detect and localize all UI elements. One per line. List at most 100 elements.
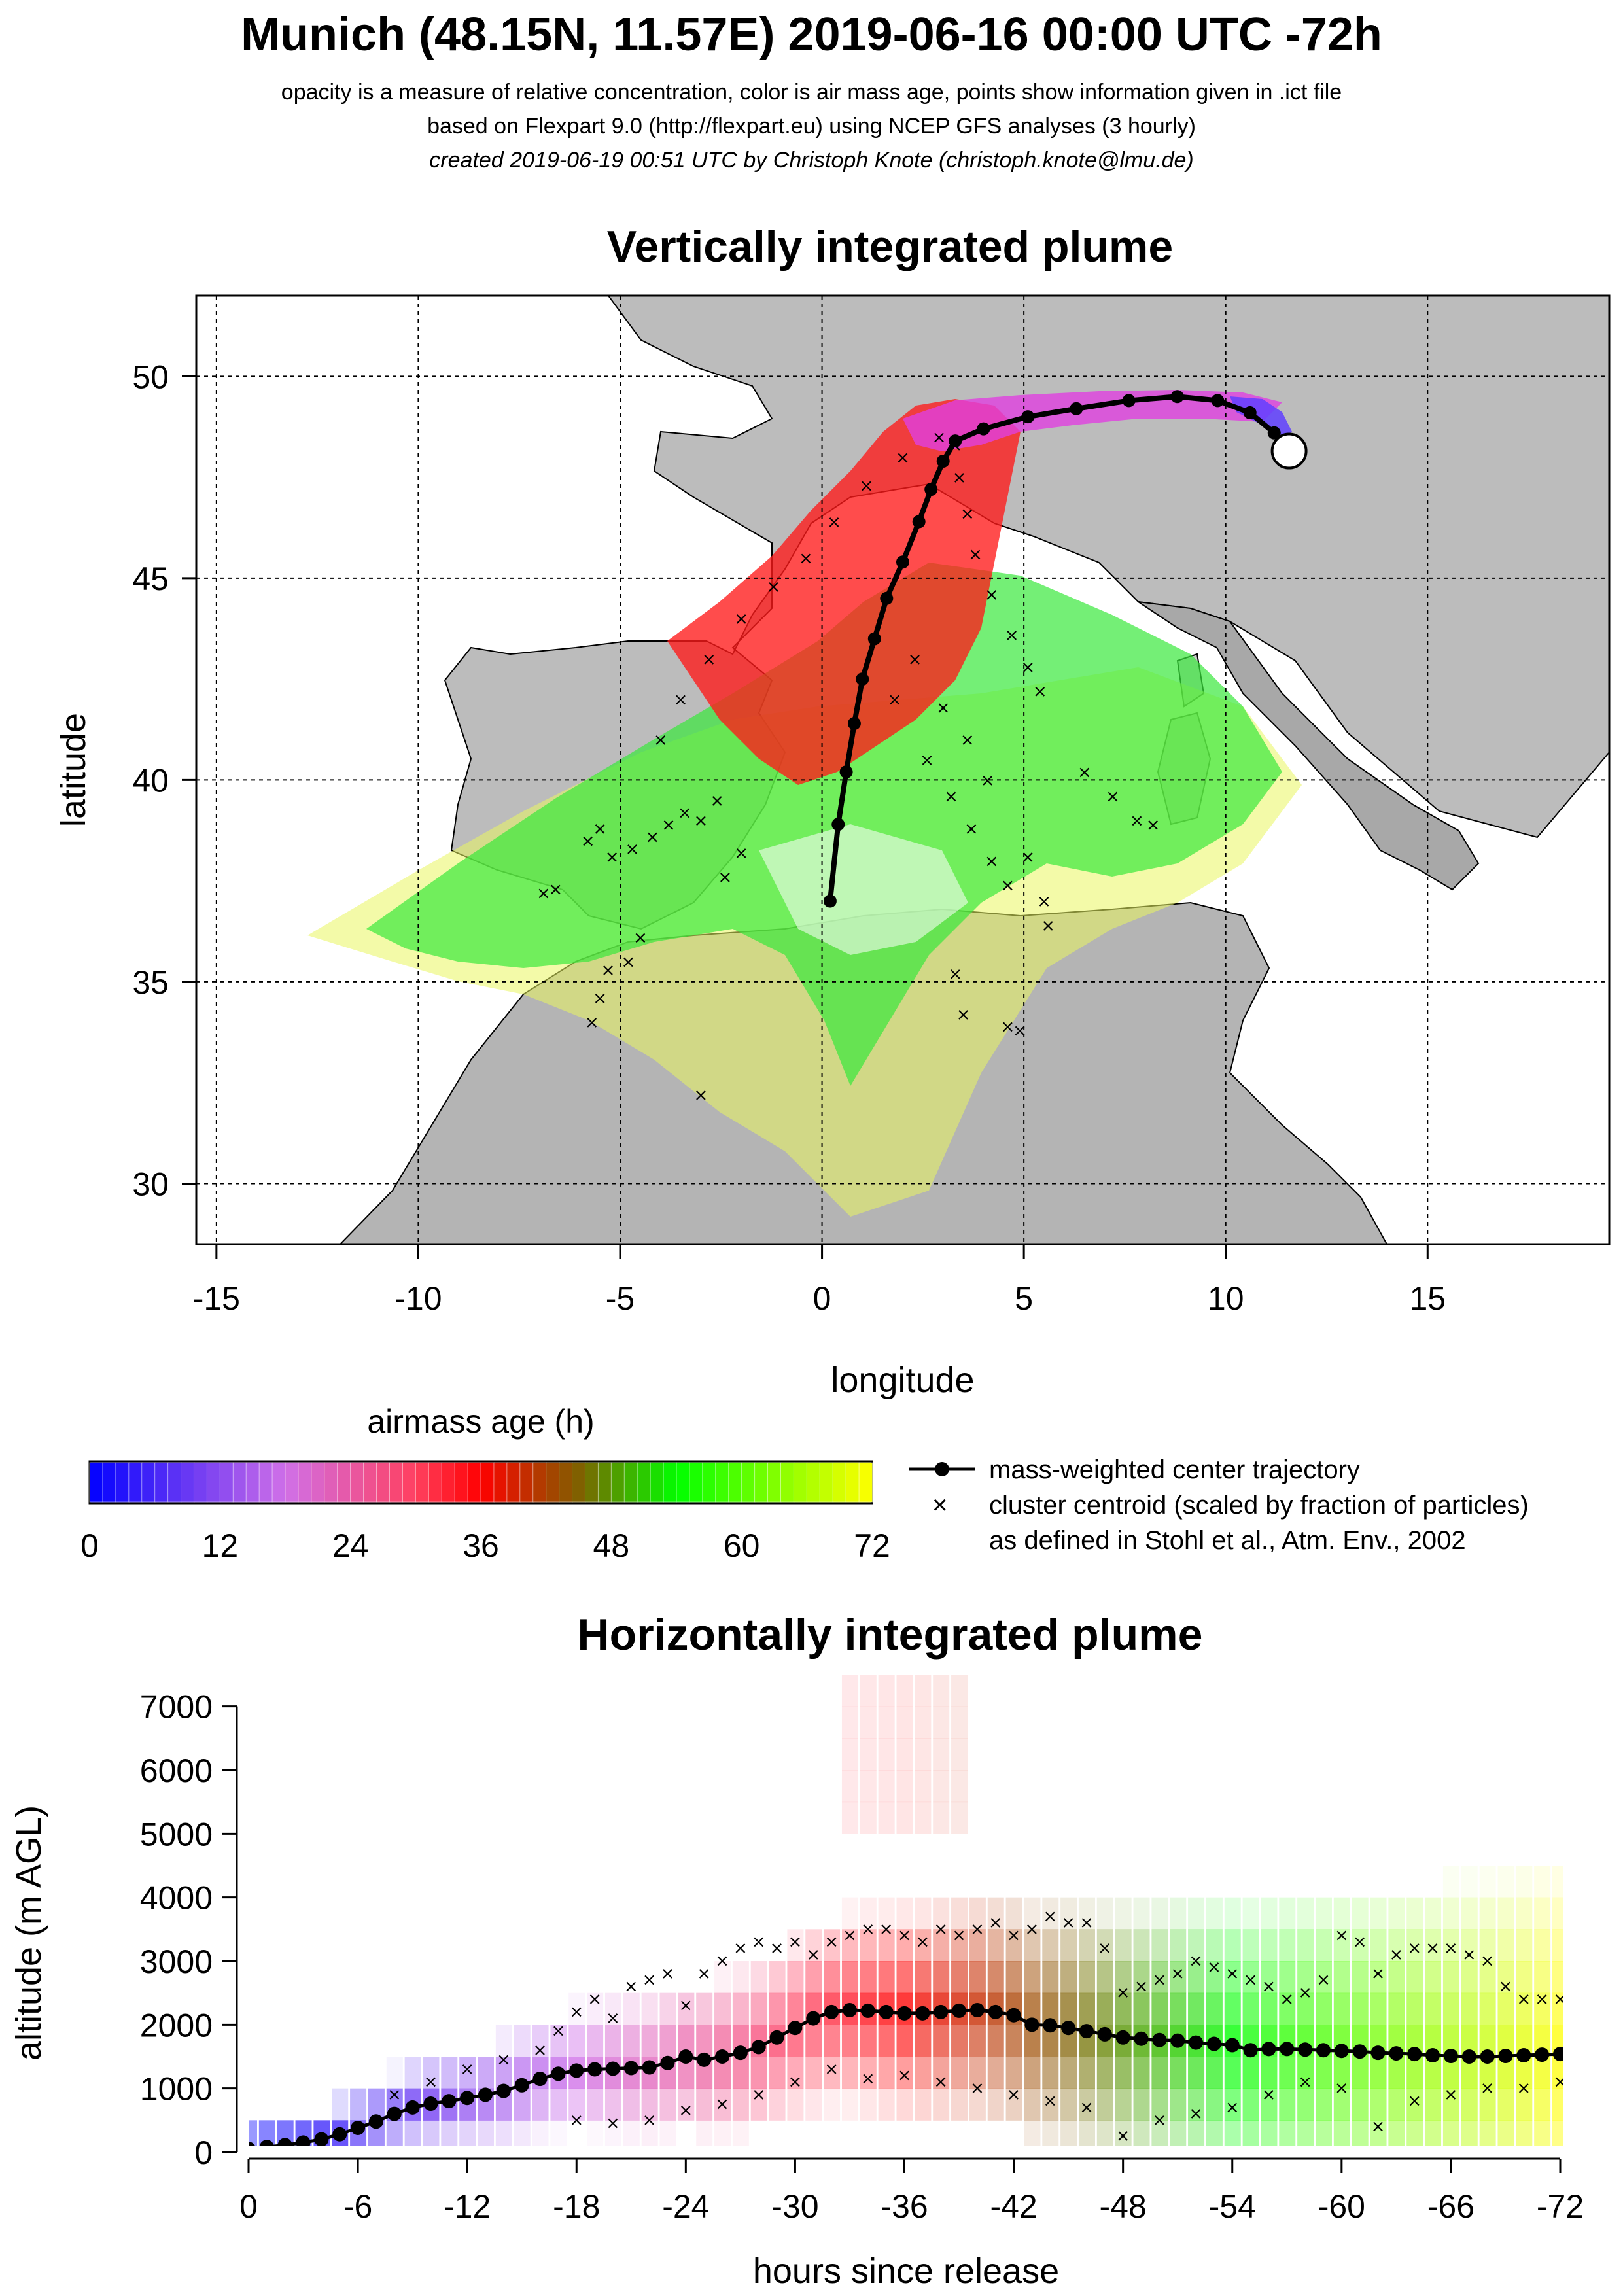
map-centroid-cross: ×	[960, 504, 975, 524]
altitude-cell	[732, 1992, 749, 2025]
altitude-cell	[1188, 1929, 1205, 1962]
altitude-cell	[1242, 1992, 1259, 2025]
altitude-cell	[1188, 2057, 1205, 2089]
altitude-trajectory-point	[1189, 2035, 1204, 2050]
altitude-cell	[841, 1897, 858, 1930]
altitude-x-tick-label: -36	[881, 2188, 928, 2225]
altitude-cell	[915, 1770, 932, 1803]
altitude-cell	[933, 2088, 950, 2121]
altitude-centroid-cross: ×	[1425, 1939, 1440, 1958]
altitude-cell	[1461, 1897, 1478, 1930]
altitude-cell	[787, 1929, 804, 1962]
altitude-trajectory-point	[296, 2135, 311, 2146]
altitude-cell	[1042, 2088, 1059, 2121]
map-y-tick-label: 35	[132, 964, 169, 1001]
altitude-trajectory-point	[623, 2061, 638, 2076]
altitude-cell	[258, 2120, 275, 2146]
altitude-cell	[896, 2088, 913, 2121]
altitude-centroid-cross: ×	[1079, 1913, 1094, 1933]
altitude-cell	[714, 2120, 731, 2146]
altitude-cell	[1297, 1929, 1314, 1962]
altitude-trajectory-point	[1553, 2047, 1563, 2062]
altitude-cell	[1170, 2057, 1187, 2089]
colorbar-segment	[715, 1462, 729, 1503]
altitude-cell	[915, 1675, 932, 1707]
altitude-centroid-cross: ×	[1007, 1926, 1021, 1945]
altitude-centroid-cross: ×	[642, 2110, 657, 2130]
altitude-centroid-cross: ×	[1189, 1951, 1203, 1971]
colorbar-segment	[650, 1462, 665, 1503]
altitude-cell	[951, 2057, 968, 2089]
altitude-cell	[769, 2088, 786, 2121]
altitude-cell	[441, 2120, 458, 2146]
altitude-cell	[860, 1770, 877, 1803]
altitude-cell	[1224, 1992, 1241, 2025]
altitude-cell	[1133, 1897, 1150, 1930]
map-centroid-cross: ×	[920, 751, 934, 771]
altitude-cell	[1497, 2120, 1514, 2146]
altitude-cell	[1115, 1929, 1132, 1962]
altitude-cell	[1534, 2057, 1551, 2089]
altitude-cell	[1042, 2120, 1059, 2146]
altitude-trajectory-point	[1152, 2032, 1167, 2047]
altitude-cell	[696, 1992, 713, 2025]
altitude-cell	[659, 1992, 676, 2025]
altitude-trajectory-point	[1498, 2049, 1513, 2064]
altitude-cell	[805, 1961, 822, 1994]
altitude-cell	[404, 2057, 421, 2089]
map-centroid-cross: ×	[625, 839, 640, 859]
altitude-cell	[1333, 2088, 1350, 2121]
altitude-cell	[1096, 1992, 1113, 2025]
altitude-cell	[1115, 1961, 1132, 1994]
altitude-centroid-cross: ×	[898, 1926, 912, 1945]
map-trajectory-point	[847, 717, 861, 731]
altitude-cell	[1534, 1929, 1551, 1962]
plume-overlay	[307, 390, 1302, 1217]
altitude-cell	[1442, 1866, 1459, 1898]
map-x-tick-label: 5	[1015, 1280, 1033, 1317]
altitude-cell	[1024, 2057, 1041, 2089]
altitude-cell	[1352, 2057, 1369, 2089]
altitude-trajectory-point	[1043, 2018, 1058, 2033]
altitude-cell	[933, 1801, 950, 1834]
altitude-cell	[1352, 1961, 1369, 1994]
altitude-cell	[1534, 1897, 1551, 1930]
altitude-cell	[550, 2120, 567, 2146]
altitude-cell	[1096, 1961, 1113, 1994]
altitude-cell	[860, 2057, 877, 2089]
altitude-cell	[1315, 2057, 1332, 2089]
altitude-cell	[1005, 1961, 1022, 1994]
altitude-cell	[878, 1675, 895, 1707]
map-centroid-cross: ×	[1013, 1021, 1027, 1041]
altitude-centroid-cross: ×	[1335, 2079, 1349, 2098]
altitude-cell	[550, 2025, 567, 2057]
map-centroid-cross: ×	[956, 1005, 971, 1024]
altitude-cell	[750, 2057, 767, 2089]
map-trajectory-point	[823, 894, 837, 908]
altitude-centroid-cross: ×	[715, 1951, 729, 1971]
altitude-cell	[1479, 1866, 1496, 1898]
altitude-x-tick-label: -18	[553, 2188, 600, 2225]
map-trajectory-point	[1170, 390, 1184, 404]
altitude-centroid-cross: ×	[1207, 1958, 1221, 1977]
altitude-trajectory-point	[1097, 2026, 1112, 2042]
altitude-cell	[604, 1992, 621, 2025]
altitude-cell	[1461, 1992, 1478, 2025]
altitude-cell	[1297, 1897, 1314, 1930]
altitude-cell	[1279, 2088, 1296, 2121]
altitude-cell	[1078, 1929, 1095, 1962]
altitude-centroid-cross: ×	[861, 1919, 875, 1939]
altitude-centroid-cross: ×	[1480, 1951, 1495, 1971]
altitude-x-tick-label: -60	[1318, 2188, 1365, 2225]
altitude-cell	[896, 2025, 913, 2057]
map-centroid-cross: ×	[1033, 682, 1047, 702]
map-centroid-cross: ×	[581, 831, 595, 851]
altitude-cell	[896, 1929, 913, 1962]
altitude-cell	[1188, 2088, 1205, 2121]
altitude-cell	[841, 1929, 858, 1962]
altitude-trajectory-point	[806, 2011, 821, 2026]
altitude-panel-title: Horizontally integrated plume	[577, 1610, 1203, 1660]
altitude-cell	[1261, 2088, 1278, 2121]
altitude-cell	[1060, 2057, 1077, 2089]
altitude-trajectory-point	[1334, 2044, 1349, 2059]
